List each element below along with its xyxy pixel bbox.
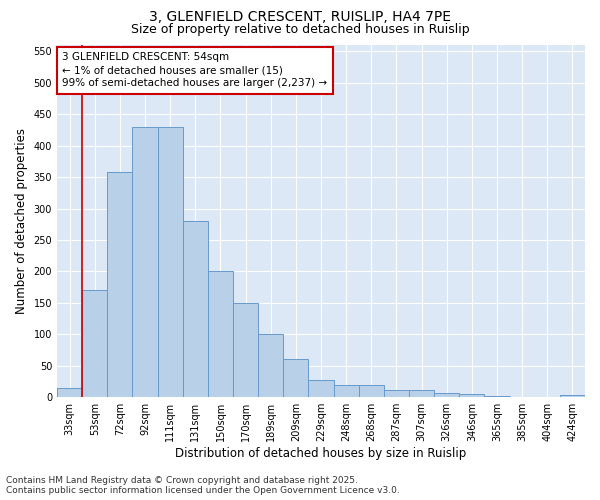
Bar [258, 334, 283, 397]
Bar [82, 290, 107, 397]
Bar [233, 303, 258, 397]
X-axis label: Distribution of detached houses by size in Ruislip: Distribution of detached houses by size … [175, 447, 467, 460]
Bar [107, 172, 133, 397]
Bar [283, 360, 308, 397]
Bar [484, 396, 509, 397]
Y-axis label: Number of detached properties: Number of detached properties [15, 128, 28, 314]
Bar [158, 127, 183, 397]
Text: 3 GLENFIELD CRESCENT: 54sqm
← 1% of detached houses are smaller (15)
99% of semi: 3 GLENFIELD CRESCENT: 54sqm ← 1% of deta… [62, 52, 328, 88]
Bar [334, 384, 359, 397]
Bar [384, 390, 409, 397]
Bar [208, 272, 233, 397]
Bar [535, 396, 560, 397]
Bar [434, 393, 459, 397]
Bar [308, 380, 334, 397]
Bar [133, 127, 158, 397]
Bar [509, 396, 535, 397]
Bar [560, 396, 585, 397]
Bar [183, 221, 208, 397]
Text: Contains HM Land Registry data © Crown copyright and database right 2025.
Contai: Contains HM Land Registry data © Crown c… [6, 476, 400, 495]
Bar [409, 390, 434, 397]
Text: 3, GLENFIELD CRESCENT, RUISLIP, HA4 7PE: 3, GLENFIELD CRESCENT, RUISLIP, HA4 7PE [149, 10, 451, 24]
Bar [359, 384, 384, 397]
Text: Size of property relative to detached houses in Ruislip: Size of property relative to detached ho… [131, 22, 469, 36]
Bar [57, 388, 82, 397]
Bar [459, 394, 484, 397]
